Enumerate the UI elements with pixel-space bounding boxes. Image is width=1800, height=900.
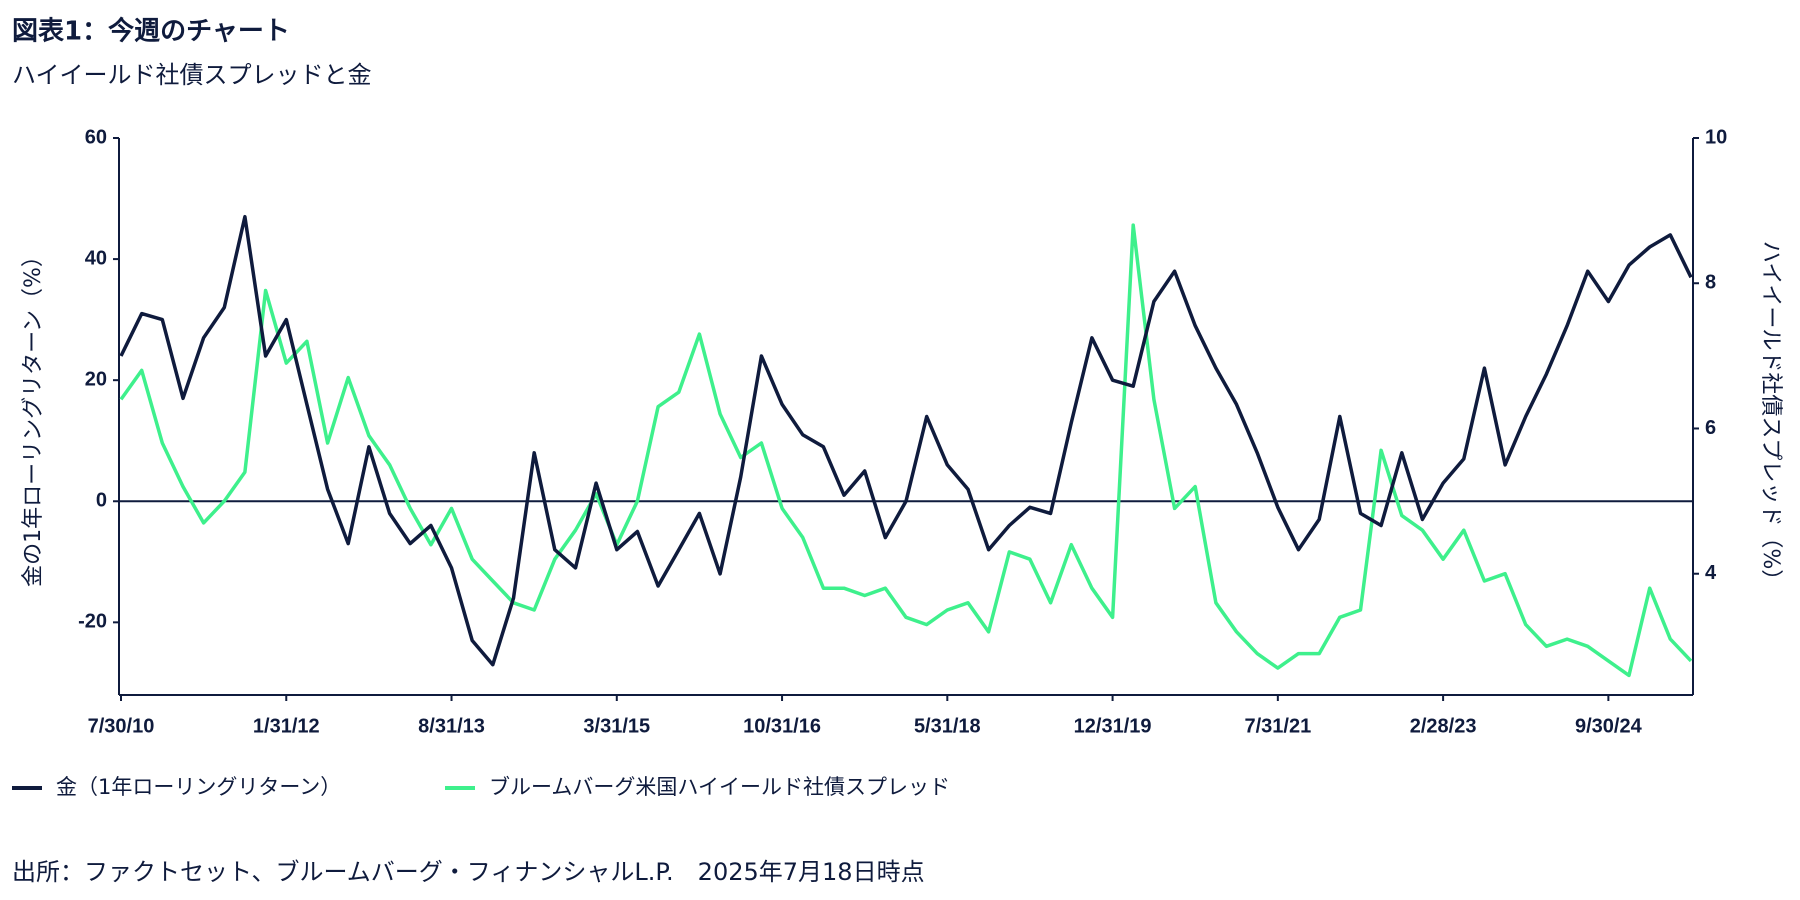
- y-tick-label: -20: [78, 611, 107, 633]
- x-tick-label: 3/31/15: [583, 715, 650, 737]
- y-tick-label: 40: [85, 247, 107, 269]
- data-line: [119, 214, 1693, 667]
- chart-subtitle: ハイイールド社債スプレッドと金: [12, 61, 372, 89]
- x-tick-label: 5/31/18: [914, 715, 981, 737]
- x-tick-label: 1/31/12: [253, 715, 320, 737]
- x-tick-label: 7/31/21: [1244, 715, 1311, 737]
- y-tick-label: 60: [85, 126, 107, 148]
- legend-label: 金（1年ローリングリターン）: [56, 775, 341, 799]
- y2-axis-label: ハイイールド社債スプレッド（%）: [1758, 241, 1783, 591]
- x-tick-label: 9/30/24: [1575, 715, 1643, 737]
- y2-tick-label: 8: [1705, 272, 1716, 294]
- legend-label: ブルームバーグ米国ハイイールド社債スプレッド: [489, 775, 950, 799]
- y-tick-label: 20: [85, 368, 107, 390]
- y2-tick-label: 10: [1705, 126, 1727, 148]
- data-line: [119, 223, 1693, 678]
- x-tick-label: 8/31/13: [418, 715, 485, 737]
- x-tick-label: 10/31/16: [743, 715, 821, 737]
- y-axis-label: 金の1年ローリングリターン（%）: [21, 245, 46, 587]
- source-note: 出所：ファクトセット、ブルームバーグ・フィナンシャルL.P. 2025年7月18…: [12, 858, 925, 886]
- x-tick-label: 2/28/23: [1410, 715, 1477, 737]
- y2-tick-label: 6: [1705, 417, 1716, 439]
- chart-title: 図表1：今週のチャート: [12, 16, 290, 47]
- y-tick-label: 0: [96, 490, 107, 512]
- y2-tick-label: 4: [1705, 562, 1717, 584]
- x-tick-label: 12/31/19: [1074, 715, 1152, 737]
- x-tick-label: 7/30/10: [88, 715, 155, 737]
